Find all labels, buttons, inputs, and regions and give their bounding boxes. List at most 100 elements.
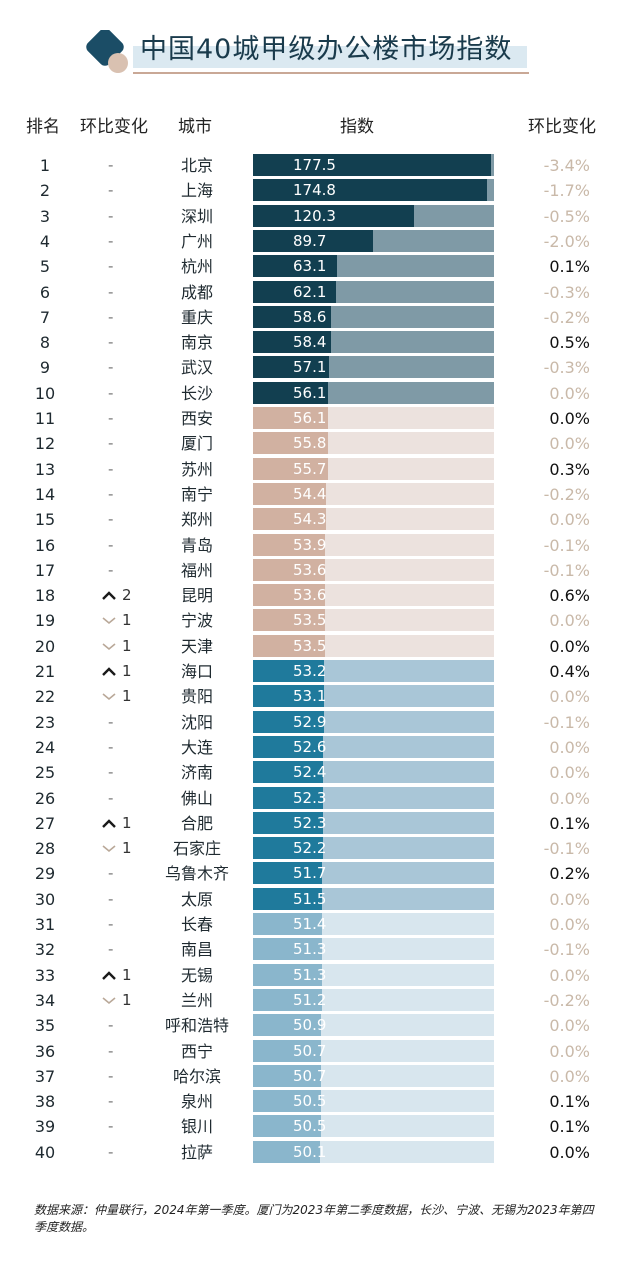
bar-fill xyxy=(253,179,487,202)
footer-note: 数据来源：仲量联行，2024年第一季度。厦门为2023年第二季度数据，长沙、宁波… xyxy=(34,1203,594,1234)
table-row: 37 - 哈尔滨 50.7 0.0% xyxy=(0,1064,627,1089)
index-change-label: 0.3% xyxy=(549,459,590,479)
bar-value-label: 52.3 xyxy=(293,813,327,832)
header-index: 指数 xyxy=(340,117,374,137)
header-index-change: 环比变化 xyxy=(528,117,596,137)
index-change-label: 0.0% xyxy=(549,687,590,707)
index-change-label: -0.1% xyxy=(543,535,590,555)
rank-label: 12 xyxy=(34,434,56,454)
city-label: 西安 xyxy=(180,409,213,428)
index-change-label: -0.1% xyxy=(543,839,590,859)
bar-fill xyxy=(253,988,322,1011)
index-change-label: 0.0% xyxy=(549,737,590,757)
bar-value-label: 120.3 xyxy=(293,206,336,225)
index-change-label: 0.2% xyxy=(549,864,590,884)
no-change-mark: - xyxy=(108,1092,114,1111)
index-bar: 57.1 xyxy=(253,356,494,379)
table-row: 31 - 长春 51.4 0.0% xyxy=(0,912,627,937)
no-change-mark: - xyxy=(108,1016,114,1035)
table-row: 33 1 无锡 51.3 0.0% xyxy=(0,963,627,988)
bar-value-label: 52.4 xyxy=(293,763,327,782)
bar-value-label: 51.3 xyxy=(293,940,327,959)
table-row: 32 - 南昌 51.3 -0.1% xyxy=(0,937,627,962)
bar-value-label: 57.1 xyxy=(293,358,327,377)
index-bar: 51.3 xyxy=(253,963,494,986)
rank-label: 4 xyxy=(39,231,51,251)
table-row: 30 - 太原 51.5 0.0% xyxy=(0,887,627,912)
rank-change-count: 1 xyxy=(122,687,132,706)
no-change-mark: - xyxy=(108,156,114,174)
index-bar: 63.1 xyxy=(253,255,494,278)
rank-label: 6 xyxy=(39,282,51,302)
bar-fill xyxy=(253,305,331,328)
rank-label: 10 xyxy=(34,383,56,403)
bar-value-label: 53.6 xyxy=(293,586,327,605)
no-change-mark: - xyxy=(108,940,114,959)
index-change-label: -0.3% xyxy=(543,358,590,378)
index-change-label: 0.0% xyxy=(549,510,590,530)
rank-label: 5 xyxy=(39,257,51,277)
no-change-mark: - xyxy=(108,358,114,377)
index-change-label: 0.0% xyxy=(549,383,590,403)
index-change-label: 0.1% xyxy=(549,813,590,833)
no-change-mark: - xyxy=(108,560,114,579)
rank-label: 24 xyxy=(34,737,56,757)
index-bar: 53.6 xyxy=(253,584,494,607)
index-change-label: -2.0% xyxy=(543,231,590,251)
bar-value-label: 50.1 xyxy=(293,1142,327,1161)
index-bar: 50.7 xyxy=(253,1039,494,1062)
no-change-mark: - xyxy=(108,231,114,250)
city-label: 郑州 xyxy=(180,510,213,530)
table-row: 4 - 广州 89.7 -2.0% xyxy=(0,229,627,254)
index-bar: 53.6 xyxy=(253,558,494,581)
rank-label: 13 xyxy=(34,459,56,479)
city-label: 重庆 xyxy=(180,307,213,327)
bar-fill xyxy=(253,432,328,455)
bar-fill xyxy=(253,533,325,556)
chevron-down-icon xyxy=(102,997,116,1004)
table-row: 21 1 海口 53.2 0.4% xyxy=(0,659,627,684)
table-row: 22 1 贵阳 53.1 0.0% xyxy=(0,684,627,709)
table-row: 29 - 乌鲁木齐 51.7 0.2% xyxy=(0,861,627,886)
table-row: 1 - 北京 177.5 -3.4% xyxy=(0,153,627,178)
index-bar: 50.9 xyxy=(253,1014,494,1037)
index-bar: 58.4 xyxy=(253,331,494,354)
bar-fill xyxy=(253,786,323,809)
chevron-up-icon xyxy=(102,819,116,828)
index-bar: 52.9 xyxy=(253,710,494,733)
index-change-label: 0.0% xyxy=(549,889,590,909)
city-label: 佛山 xyxy=(180,788,213,808)
rank-change-count: 2 xyxy=(122,586,132,605)
index-change-label: 0.1% xyxy=(549,1092,590,1112)
bar-value-label: 51.7 xyxy=(293,864,327,883)
index-change-label: 0.6% xyxy=(549,586,590,606)
rank-label: 37 xyxy=(34,1066,56,1086)
bar-fill xyxy=(253,204,414,227)
city-label: 广州 xyxy=(180,231,213,251)
bar-fill xyxy=(253,1090,321,1113)
rank-label: 15 xyxy=(34,510,56,530)
rank-label: 16 xyxy=(34,535,56,555)
no-change-mark: - xyxy=(108,383,114,402)
chevron-down-icon xyxy=(102,693,116,701)
rank-label: 40 xyxy=(34,1142,56,1162)
index-bar: 50.1 xyxy=(253,1140,494,1163)
bar-fill xyxy=(253,634,325,657)
bar-value-label: 89.7 xyxy=(293,231,327,250)
table-row: 20 1 天津 53.5 0.0% xyxy=(0,634,627,659)
bar-fill xyxy=(253,255,337,278)
index-bar: 53.5 xyxy=(253,609,494,632)
bar-value-label: 63.1 xyxy=(293,257,327,276)
bar-fill xyxy=(253,811,323,834)
index-bar: 52.3 xyxy=(253,811,494,834)
city-label: 石家庄 xyxy=(172,839,221,859)
bar-fill xyxy=(253,735,323,758)
logo-icon xyxy=(86,30,128,73)
table-row: 17 - 福州 53.6 -0.1% xyxy=(0,558,627,583)
index-change-label: 0.0% xyxy=(549,409,590,428)
bar-fill xyxy=(253,1115,321,1138)
bar-value-label: 52.6 xyxy=(293,737,327,756)
table-row: 38 - 泉州 50.5 0.1% xyxy=(0,1089,627,1114)
index-change-label: -0.2% xyxy=(543,307,590,327)
no-change-mark: - xyxy=(108,1117,114,1136)
